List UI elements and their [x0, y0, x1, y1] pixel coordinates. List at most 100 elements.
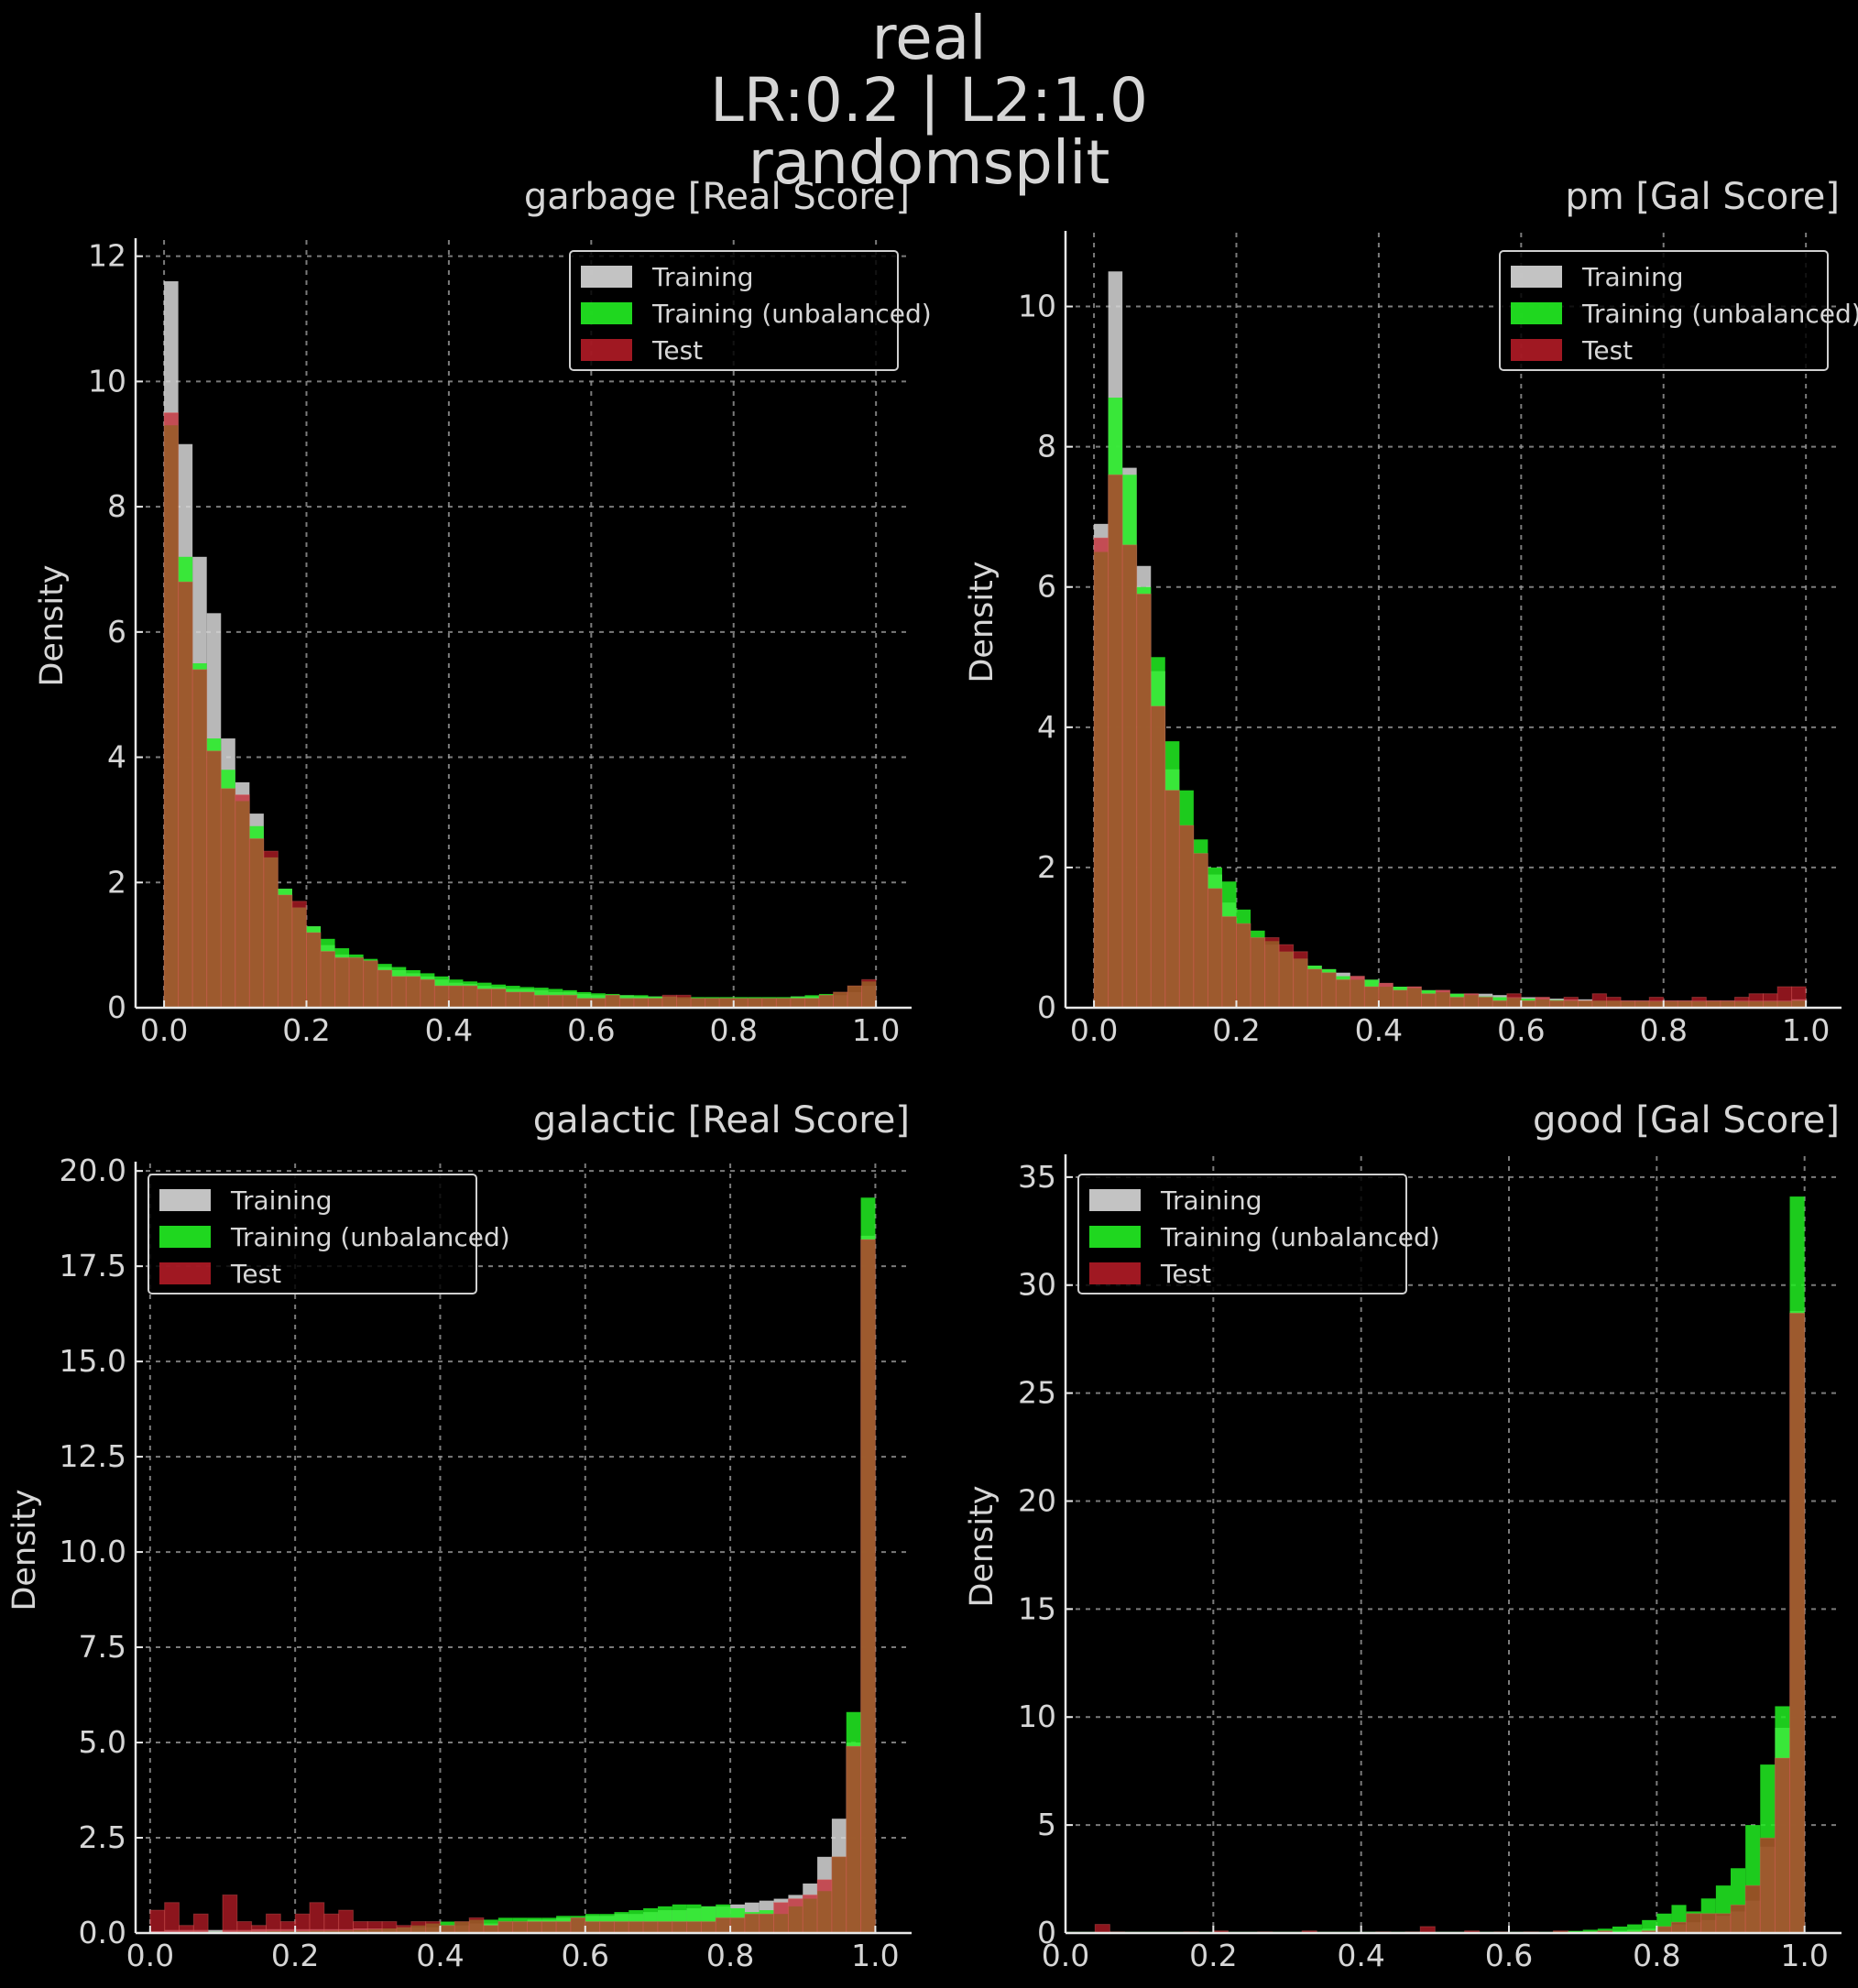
- histogram-bar: [265, 1913, 281, 1934]
- histogram-bar: [1789, 1312, 1806, 1934]
- y-tick-label: 0: [1037, 989, 1056, 1025]
- y-axis-label: Density: [6, 1489, 43, 1611]
- histogram-bar: [787, 1898, 803, 1934]
- histogram-bar: [505, 991, 521, 1009]
- x-tick-label: 0.6: [567, 1012, 615, 1048]
- histogram-bar: [433, 985, 450, 1009]
- x-tick-label: 1.0: [852, 1012, 900, 1048]
- legend-label-training: Training: [651, 262, 753, 292]
- series-unbalanced: [1066, 1196, 1805, 1933]
- histogram-bar: [1306, 968, 1323, 1009]
- x-tick-label: 1.0: [1782, 1012, 1830, 1048]
- histogram-bar: [519, 991, 535, 1009]
- series-test: [149, 1239, 876, 1934]
- x-tick-label: 0.2: [1212, 1012, 1260, 1048]
- histogram-bar: [448, 985, 464, 1009]
- histogram-bar: [759, 1913, 775, 1934]
- series-test: [1093, 474, 1807, 1009]
- y-tick-label: 8: [107, 488, 126, 524]
- legend-swatch-test: [159, 1262, 211, 1284]
- subplot-4: 0.0 0.2 0.4 0.6 0.8 1.0 0 5 10 15 20 25 30 35 Density g…: [964, 1099, 1842, 1973]
- y-axis-label: Density: [964, 1485, 1000, 1607]
- y-tick-label: 15.0: [60, 1343, 126, 1379]
- legend: Training Training (unbalanced) Test: [569, 250, 932, 371]
- series-training: [1066, 1311, 1805, 1933]
- subplot-title: pm [Gal Score]: [1565, 176, 1840, 218]
- x-tick-label: 0.2: [271, 1938, 319, 1973]
- legend-label-test: Test: [230, 1259, 281, 1289]
- histogram-bar: [861, 978, 877, 1009]
- histogram-bar: [1250, 936, 1266, 1009]
- histogram-bar: [468, 1917, 485, 1934]
- histogram-bar: [1612, 1926, 1628, 1933]
- histogram-bar: [1506, 993, 1522, 1009]
- histogram-bar: [686, 1921, 702, 1934]
- histogram-bar: [718, 998, 735, 1009]
- y-tick-label: 0: [107, 989, 126, 1025]
- histogram-bar: [192, 1913, 209, 1934]
- histogram-bar: [235, 794, 250, 1009]
- histogram-bar: [320, 950, 336, 1009]
- y-tick-label: 6: [107, 614, 126, 650]
- histogram-bar: [1421, 993, 1437, 1009]
- histogram-bar: [425, 1921, 441, 1934]
- legend-swatch-test: [1511, 339, 1562, 361]
- histogram-bar: [642, 1921, 659, 1934]
- histogram-bar: [585, 1921, 601, 1934]
- legend-label-unbalanced: Training (unbalanced): [1160, 1222, 1440, 1252]
- series-training: [149, 1235, 876, 1933]
- legend-frame: [1077, 1174, 1407, 1294]
- histogram-bar: [263, 850, 279, 1009]
- histogram-bar: [512, 1921, 528, 1934]
- y-tick-label: 6: [1037, 569, 1056, 605]
- y-tick-label: 17.5: [60, 1248, 126, 1283]
- histogram-bar: [1774, 1757, 1791, 1934]
- histogram-bar: [1582, 1929, 1598, 1933]
- histogram-bar: [860, 1239, 876, 1934]
- histogram-bar: [1164, 790, 1180, 1009]
- histogram-bar: [1463, 993, 1480, 1009]
- histogram-bar: [1136, 593, 1152, 1009]
- histogram-bar: [790, 998, 805, 1009]
- suptitle-line-2: LR:0.2 | L2:1.0: [710, 65, 1148, 136]
- legend-swatch-training: [581, 266, 632, 288]
- histogram-bar: [657, 1921, 673, 1934]
- y-axis-label: Density: [964, 561, 1000, 683]
- y-tick-label: 0: [1037, 1915, 1056, 1950]
- histogram-bar: [149, 1909, 166, 1934]
- histogram-bar: [1748, 993, 1765, 1009]
- histogram-bar: [1563, 997, 1579, 1009]
- legend-label-training: Training: [1581, 262, 1683, 292]
- histogram-bar: [576, 998, 592, 1009]
- y-tick-label: 30: [1018, 1267, 1056, 1303]
- histogram-bar: [163, 412, 180, 1009]
- legend-label-test: Test: [651, 335, 703, 366]
- histogram-bar: [1776, 986, 1793, 1009]
- histogram-bar: [381, 1921, 398, 1934]
- histogram-bar: [555, 1921, 572, 1934]
- histogram-bar: [294, 1913, 311, 1934]
- histogram-bar: [1293, 951, 1308, 1009]
- x-tick-label: 1.0: [1780, 1938, 1828, 1973]
- histogram-bar: [305, 932, 322, 1009]
- histogram-bar: [1648, 997, 1665, 1009]
- histogram-bar: [206, 750, 222, 1009]
- histogram-bar: [363, 960, 378, 1009]
- histogram-bar: [802, 1894, 818, 1934]
- histogram-bar: [338, 1909, 354, 1934]
- histogram-bar: [291, 901, 307, 1009]
- histogram-bar: [1335, 978, 1351, 1009]
- histogram-bar: [676, 994, 692, 1009]
- histogram-bar: [377, 969, 393, 1009]
- histogram-bar: [816, 1879, 833, 1934]
- histogram-bar: [279, 1921, 296, 1934]
- histogram-bar: [1591, 993, 1608, 1009]
- legend-swatch-training: [1511, 266, 1562, 288]
- figure-suptitle: real LR:0.2 | L2:1.0 randomsplit: [0, 7, 1858, 194]
- histogram-bar: [773, 1902, 789, 1934]
- histogram-bar: [705, 998, 720, 1009]
- legend-swatch-unbalanced: [581, 302, 632, 324]
- x-tick-label: 0.8: [706, 1938, 754, 1973]
- x-tick-label: 0.4: [1355, 1012, 1403, 1048]
- histogram-bar: [672, 1921, 688, 1934]
